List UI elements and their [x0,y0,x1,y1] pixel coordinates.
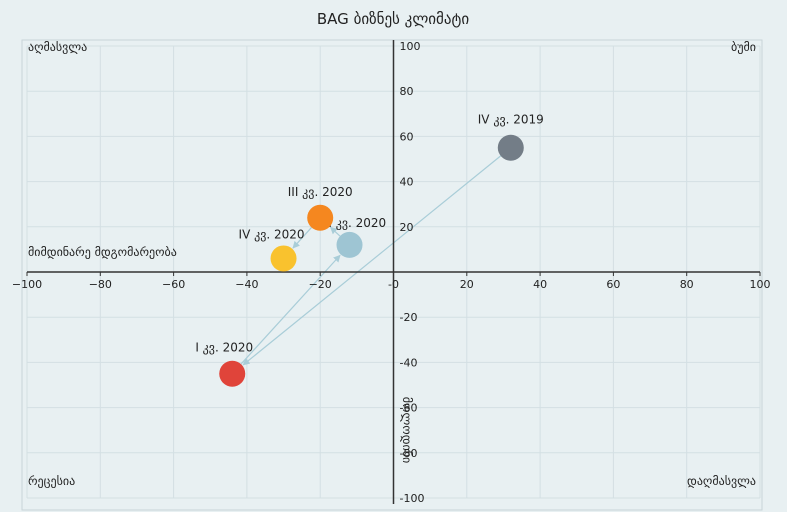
transition-arrow [329,226,341,237]
quadrant-label-bottom-right: დაღმასვლა [687,474,756,488]
data-points: IV კვ. 2019 I კვ. 2020 II კვ. 2020 III კვ. … [195,113,544,387]
y-tick-label: -80 [400,447,418,460]
data-label: III კვ. 2020 [288,185,353,199]
x-tick-label: 40 [533,278,547,291]
y-tick-label: -60 [400,402,418,415]
axes: −100 −80 −60 −40 −20 -0 20 40 60 80 100 100 80 60 40 20… [12,40,771,505]
transition-arrows [240,155,502,366]
y-tick-label: 80 [400,85,414,98]
x-tick-label: -0 [388,278,399,291]
transition-arrow [240,254,341,365]
x-tick-label: 100 [750,278,771,291]
y-tick-label: -40 [400,356,418,369]
quadrant-label-top-left: აღმასვლა [28,40,87,54]
data-point [219,360,246,387]
data-label: II კვ. 2020 [325,216,386,230]
y-tick-label: 20 [400,221,414,234]
x-tick-label: 80 [680,278,694,291]
x-tick-label: 20 [460,278,474,291]
transition-arrow [292,227,312,249]
data-label: IV კვ. 2020 [239,227,305,241]
data-point [497,134,524,161]
data-point [336,231,363,258]
transition-arrow [242,155,502,366]
chart-title: BAG ბიზნეს კლიმატი [317,10,469,28]
data-label: I კვ. 2020 [195,341,253,355]
data-point [270,245,297,272]
x-tick-label: −100 [12,278,42,291]
x-tick-label: −80 [89,278,112,291]
y-tick-label: 40 [400,176,414,189]
plot-background [21,39,763,511]
y-tick-label: -20 [400,311,418,324]
x-tick-label: 60 [606,278,620,291]
y-tick-label: 60 [400,130,414,143]
data-point [307,204,334,231]
x-tick-label: −60 [162,278,185,291]
x-tick-label: −40 [235,278,258,291]
x-tick-label: −20 [309,278,332,291]
quadrant-label-bottom-left: რეცესია [28,474,75,488]
x-axis-label: მიმდინარე მდგომარეობა [28,245,177,259]
y-axis-label: მოლოდინი [400,397,414,463]
quadrant-label-top-right: ბუმი [731,40,756,54]
y-tick-label: 100 [400,40,421,53]
y-tick-label: -100 [400,492,425,505]
data-label: IV კვ. 2019 [478,113,544,127]
